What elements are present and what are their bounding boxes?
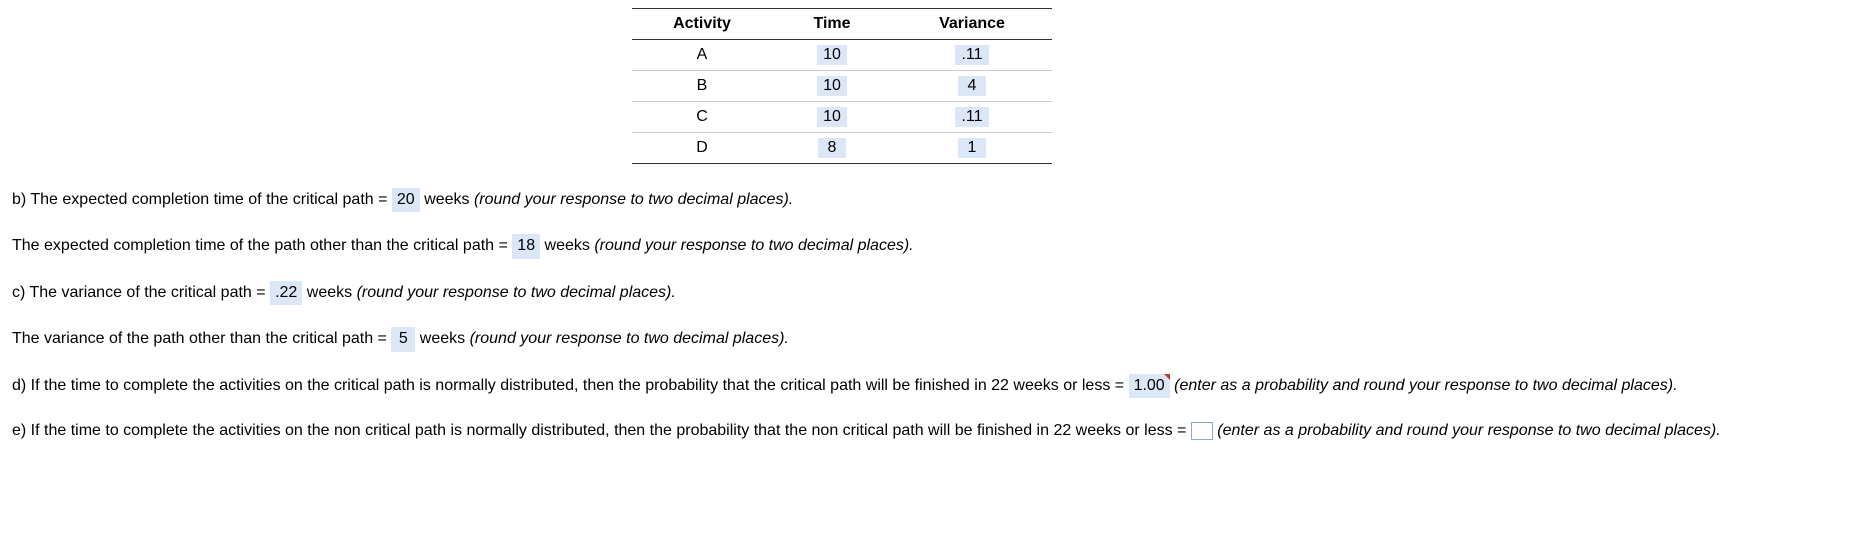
table-row: D 8 1	[632, 133, 1052, 164]
answer-b1[interactable]: 20	[392, 188, 420, 212]
question-c2-prefix: The variance of the path other than the …	[12, 330, 391, 347]
cell-time: 10	[772, 102, 892, 133]
header-activity: Activity	[632, 9, 772, 40]
answer-e-input[interactable]	[1191, 422, 1213, 440]
question-b1-hint: (round your response to two decimal plac…	[474, 191, 793, 208]
table-row: C 10 .11	[632, 102, 1052, 133]
table-header-row: Activity Time Variance	[632, 9, 1052, 40]
question-e-hint: (enter as a probability and round your r…	[1217, 422, 1720, 439]
cell-time: 10	[772, 71, 892, 102]
time-value: 10	[817, 107, 847, 127]
cell-variance: 4	[892, 71, 1052, 102]
question-c2-hint: (round your response to two decimal plac…	[470, 330, 789, 347]
time-value: 10	[817, 45, 847, 65]
cell-variance: .11	[892, 102, 1052, 133]
question-d: d) If the time to complete the activitie…	[12, 374, 1846, 398]
cell-variance: 1	[892, 133, 1052, 164]
question-c1-hint: (round your response to two decimal plac…	[357, 284, 676, 301]
cell-activity: B	[632, 71, 772, 102]
header-time: Time	[772, 9, 892, 40]
variance-value: .11	[955, 45, 988, 65]
variance-value: 1	[958, 138, 986, 158]
header-variance: Variance	[892, 9, 1052, 40]
cell-time: 10	[772, 40, 892, 71]
question-d-hint: (enter as a probability and round your r…	[1174, 377, 1677, 394]
cell-activity: D	[632, 133, 772, 164]
time-value: 8	[818, 138, 846, 158]
question-b1-suffix: weeks	[420, 191, 474, 208]
cell-activity: A	[632, 40, 772, 71]
question-c1: c) The variance of the critical path = .…	[12, 281, 1846, 305]
question-d-prefix: d) If the time to complete the activitie…	[12, 377, 1129, 394]
cell-variance: .11	[892, 40, 1052, 71]
question-b1: b) The expected completion time of the c…	[12, 188, 1846, 212]
cell-activity: C	[632, 102, 772, 133]
question-c1-prefix: c) The variance of the critical path =	[12, 284, 270, 301]
time-value: 10	[817, 76, 847, 96]
table-row: B 10 4	[632, 71, 1052, 102]
question-c2-suffix: weeks	[415, 330, 469, 347]
question-b2-suffix: weeks	[540, 237, 594, 254]
activity-table-wrapper: Activity Time Variance A 10 .11 B 10 4 C…	[632, 8, 1846, 164]
cell-time: 8	[772, 133, 892, 164]
variance-value: 4	[958, 76, 986, 96]
question-e: e) If the time to complete the activitie…	[12, 420, 1846, 442]
question-b2-prefix: The expected completion time of the path…	[12, 237, 512, 254]
question-b2-hint: (round your response to two decimal plac…	[594, 237, 913, 254]
table-row: A 10 .11	[632, 40, 1052, 71]
question-c2: The variance of the path other than the …	[12, 327, 1846, 351]
question-c1-suffix: weeks	[302, 284, 356, 301]
activity-table: Activity Time Variance A 10 .11 B 10 4 C…	[632, 8, 1052, 164]
question-b2: The expected completion time of the path…	[12, 234, 1846, 258]
question-b1-prefix: b) The expected completion time of the c…	[12, 191, 392, 208]
answer-b2[interactable]: 18	[512, 234, 540, 258]
variance-value: .11	[955, 107, 988, 127]
question-e-prefix: e) If the time to complete the activitie…	[12, 422, 1191, 439]
answer-d[interactable]: 1.00	[1129, 374, 1170, 398]
answer-c2[interactable]: 5	[391, 327, 415, 351]
answer-c1[interactable]: .22	[270, 281, 302, 305]
